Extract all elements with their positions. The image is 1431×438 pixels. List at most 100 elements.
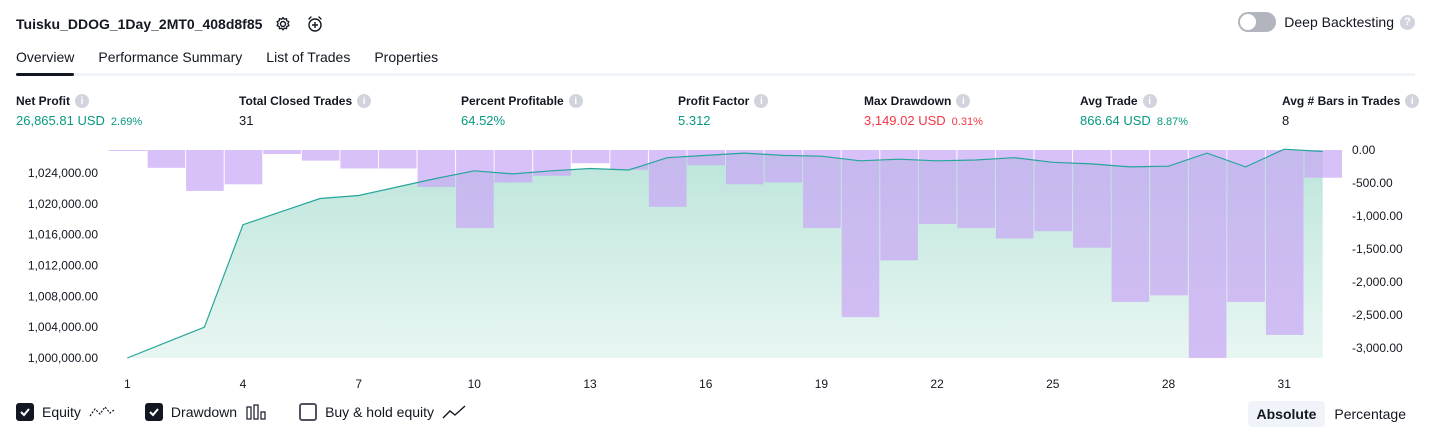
drawdown-bar[interactable] <box>1034 150 1073 232</box>
x-tick: 10 <box>468 377 482 390</box>
equity-drawdown-chart[interactable]: 1,024,000.00 1,020,000.00 1,016,000.00 1,01… <box>0 140 1431 390</box>
metric-value: 3,149.02 USD <box>864 113 946 128</box>
info-icon[interactable]: i <box>956 94 971 108</box>
metrics-row: Net Profit i 26,865.81 USD 2.69% Total Clo… <box>0 94 1431 130</box>
drawdown-bar[interactable] <box>1304 150 1342 178</box>
drawdown-bar[interactable] <box>687 150 725 166</box>
tab-overview[interactable]: Overview <box>16 44 75 76</box>
metric-profit-factor: Profit Factor i 5.312 <box>678 94 769 128</box>
metric-percent-profitable: Percent Profitable i 64.52% <box>461 94 583 128</box>
drawdown-bar[interactable] <box>494 150 533 183</box>
metric-label: Avg Trade <box>1080 94 1138 108</box>
gear-icon[interactable] <box>272 13 294 35</box>
drawdown-bar[interactable] <box>841 150 880 318</box>
x-tick: 1 <box>124 377 131 390</box>
metric-sub: 2.69% <box>110 116 143 128</box>
x-tick: 28 <box>1162 377 1176 390</box>
tab-bar: Overview Performance Summary List of Tra… <box>16 44 462 76</box>
drawdown-bar[interactable] <box>803 150 841 228</box>
legend-equity[interactable]: Equity <box>16 403 115 421</box>
info-icon[interactable]: i <box>754 94 769 108</box>
x-tick: 7 <box>355 377 362 390</box>
metric-avg-trade: Avg Trade i 866.64 USD 8.87% <box>1080 94 1188 128</box>
info-icon[interactable]: i <box>1405 94 1420 108</box>
metric-avg-bars: Avg # Bars in Trades i 8 <box>1282 94 1420 128</box>
metric-label: Max Drawdown <box>864 94 952 108</box>
drawdown-checkbox[interactable] <box>144 403 163 421</box>
y-left-tick: 1,008,000.00 <box>28 289 98 303</box>
drawdown-bar[interactable] <box>880 150 918 261</box>
info-icon[interactable]: i <box>357 94 372 108</box>
info-icon[interactable]: i <box>568 94 583 108</box>
metric-value: 26,865.81 USD <box>16 113 105 128</box>
info-icon[interactable]: i <box>1142 94 1157 108</box>
y-right-tick: -1,500.00 <box>1352 242 1403 256</box>
drawdown-bar[interactable] <box>147 150 186 168</box>
drawdown-bar[interactable] <box>378 150 417 169</box>
buy-hold-checkbox[interactable] <box>299 403 318 421</box>
legend-buy-hold[interactable]: Buy & hold equity <box>299 403 466 421</box>
display-mode: Absolute Percentage <box>1247 401 1416 427</box>
x-tick: 19 <box>815 377 829 390</box>
deep-backtesting-toggle[interactable] <box>1238 12 1277 32</box>
drawdown-bar[interactable] <box>1188 150 1227 358</box>
drawdown-bar[interactable] <box>1150 150 1188 296</box>
drawdown-bar[interactable] <box>726 150 764 185</box>
metric-label: Avg # Bars in Trades <box>1282 94 1401 108</box>
y-left-tick: 1,012,000.00 <box>28 259 98 273</box>
y-left-tick: 1,016,000.00 <box>28 228 98 242</box>
tab-divider <box>16 73 1415 76</box>
tab-list-of-trades[interactable]: List of Trades <box>266 49 351 65</box>
x-tick: 25 <box>1046 377 1060 390</box>
drawdown-bar[interactable] <box>918 150 957 224</box>
metric-label: Net Profit <box>16 94 70 108</box>
drawdown-bar[interactable] <box>456 150 494 228</box>
drawdown-bar[interactable] <box>1111 150 1150 302</box>
drawdown-bar[interactable] <box>301 150 340 161</box>
drawdown-bar[interactable] <box>995 150 1034 239</box>
legend-label: Drawdown <box>170 404 238 420</box>
equity-line[interactable] <box>127 148 1323 359</box>
x-tick: 13 <box>583 377 597 390</box>
percentage-button[interactable]: Percentage <box>1334 406 1406 422</box>
drawdown-bar[interactable] <box>610 150 648 170</box>
metric-net-profit: Net Profit i 26,865.81 USD 2.69% <box>16 94 142 128</box>
drawdown-bar[interactable] <box>186 150 224 191</box>
y-right-tick: -3,000.00 <box>1352 341 1403 355</box>
absolute-button[interactable]: Absolute <box>1247 401 1326 427</box>
drawdown-bar[interactable] <box>648 150 687 207</box>
help-icon[interactable]: ? <box>1400 14 1415 30</box>
drawdown-bar[interactable] <box>1073 150 1111 248</box>
tab-properties[interactable]: Properties <box>374 49 439 65</box>
y-left-tick: 1,000,000.00 <box>28 351 98 365</box>
drawdown-bar[interactable] <box>340 150 378 169</box>
add-alert-icon[interactable] <box>304 13 326 35</box>
x-tick: 22 <box>930 377 944 390</box>
metric-value: 866.64 USD <box>1080 113 1151 128</box>
equity-line-icon <box>89 404 115 420</box>
legend-drawdown[interactable]: Drawdown <box>144 403 269 421</box>
legend-label: Equity <box>42 404 81 420</box>
y-right-tick: -1,000.00 <box>1352 209 1403 223</box>
metric-total-closed-trades: Total Closed Trades i 31 <box>239 94 372 128</box>
drawdown-bar[interactable] <box>263 150 301 154</box>
drawdown-bar[interactable] <box>1227 150 1265 302</box>
metric-label: Total Closed Trades <box>239 94 353 108</box>
metric-value: 64.52% <box>461 113 506 128</box>
drawdown-bar[interactable] <box>109 150 147 151</box>
strategy-title: Tuisku_DDOG_1Day_2MT0_408d8f85 <box>16 16 263 32</box>
drawdown-bar[interactable] <box>571 150 610 164</box>
equity-checkbox[interactable] <box>16 403 34 421</box>
drawdown-bars-icon <box>245 404 269 420</box>
y-left-tick: 1,004,000.00 <box>28 320 98 334</box>
drawdown-bar[interactable] <box>1265 150 1304 335</box>
deep-backtesting: Deep Backtesting ? <box>1238 12 1415 32</box>
drawdown-bar[interactable] <box>957 150 995 228</box>
tab-performance-summary[interactable]: Performance Summary <box>98 49 243 65</box>
info-icon[interactable]: i <box>75 94 89 108</box>
x-tick: 16 <box>699 377 713 390</box>
y-left-tick: 1,020,000.00 <box>28 197 98 211</box>
legend-label: Buy & hold equity <box>325 404 435 420</box>
drawdown-bar[interactable] <box>224 150 263 185</box>
y-right-tick: 0.00 <box>1352 143 1376 157</box>
